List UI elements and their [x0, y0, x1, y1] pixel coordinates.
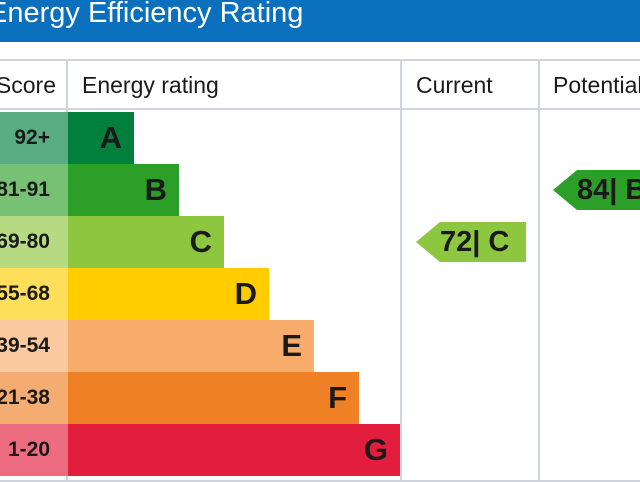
band-letter: F — [328, 380, 347, 415]
band-letter: B — [144, 172, 167, 207]
score-range-label: 39-54 — [0, 334, 50, 357]
score-range-label: 92+ — [14, 126, 50, 149]
score-range-label: 1-20 — [7, 438, 50, 461]
column-divider — [538, 59, 540, 480]
band-bar-a: A — [68, 112, 134, 164]
band-bar-e: E — [68, 320, 314, 372]
score-range-label: 69-80 — [0, 230, 50, 253]
score-range-a: 92+ — [0, 112, 68, 164]
score-range-c: 69-80 — [0, 216, 68, 268]
score-range-label: 81-91 — [0, 178, 50, 201]
score-range-d: 55-68 — [0, 268, 68, 320]
score-range-e: 39-54 — [0, 320, 68, 372]
band-letter: D — [234, 276, 257, 311]
column-divider — [400, 59, 402, 480]
header-energy-rating: Energy rating — [82, 72, 219, 98]
score-range-f: 21-38 — [0, 372, 68, 424]
score-range-label: 55-68 — [0, 282, 50, 305]
title-bar: Energy Efficiency Rating — [0, 0, 640, 42]
band-bar-b: B — [68, 164, 179, 216]
current-rating-arrow: 72| C — [416, 222, 526, 262]
band-letter: C — [189, 224, 212, 259]
band-letter: E — [281, 328, 302, 363]
band-bar-c: C — [68, 216, 224, 268]
current-rating-label: 72| C — [440, 226, 510, 258]
header-divider — [0, 108, 640, 110]
score-range-b: 81-91 — [0, 164, 68, 216]
score-range-label: 21-38 — [0, 386, 50, 409]
band-letter: G — [363, 432, 388, 467]
band-letter: A — [99, 120, 122, 155]
header-potential: Potential — [553, 72, 640, 98]
band-bar-g: G — [68, 424, 400, 476]
header-current: Current — [416, 72, 493, 98]
header-score: Score — [0, 72, 56, 98]
band-bar-f: F — [68, 372, 359, 424]
score-range-g: 1-20 — [0, 424, 68, 476]
band-bar-d: D — [68, 268, 269, 320]
potential-rating-label: 84| B — [577, 174, 640, 206]
page-title: Energy Efficiency Rating — [0, 0, 304, 29]
